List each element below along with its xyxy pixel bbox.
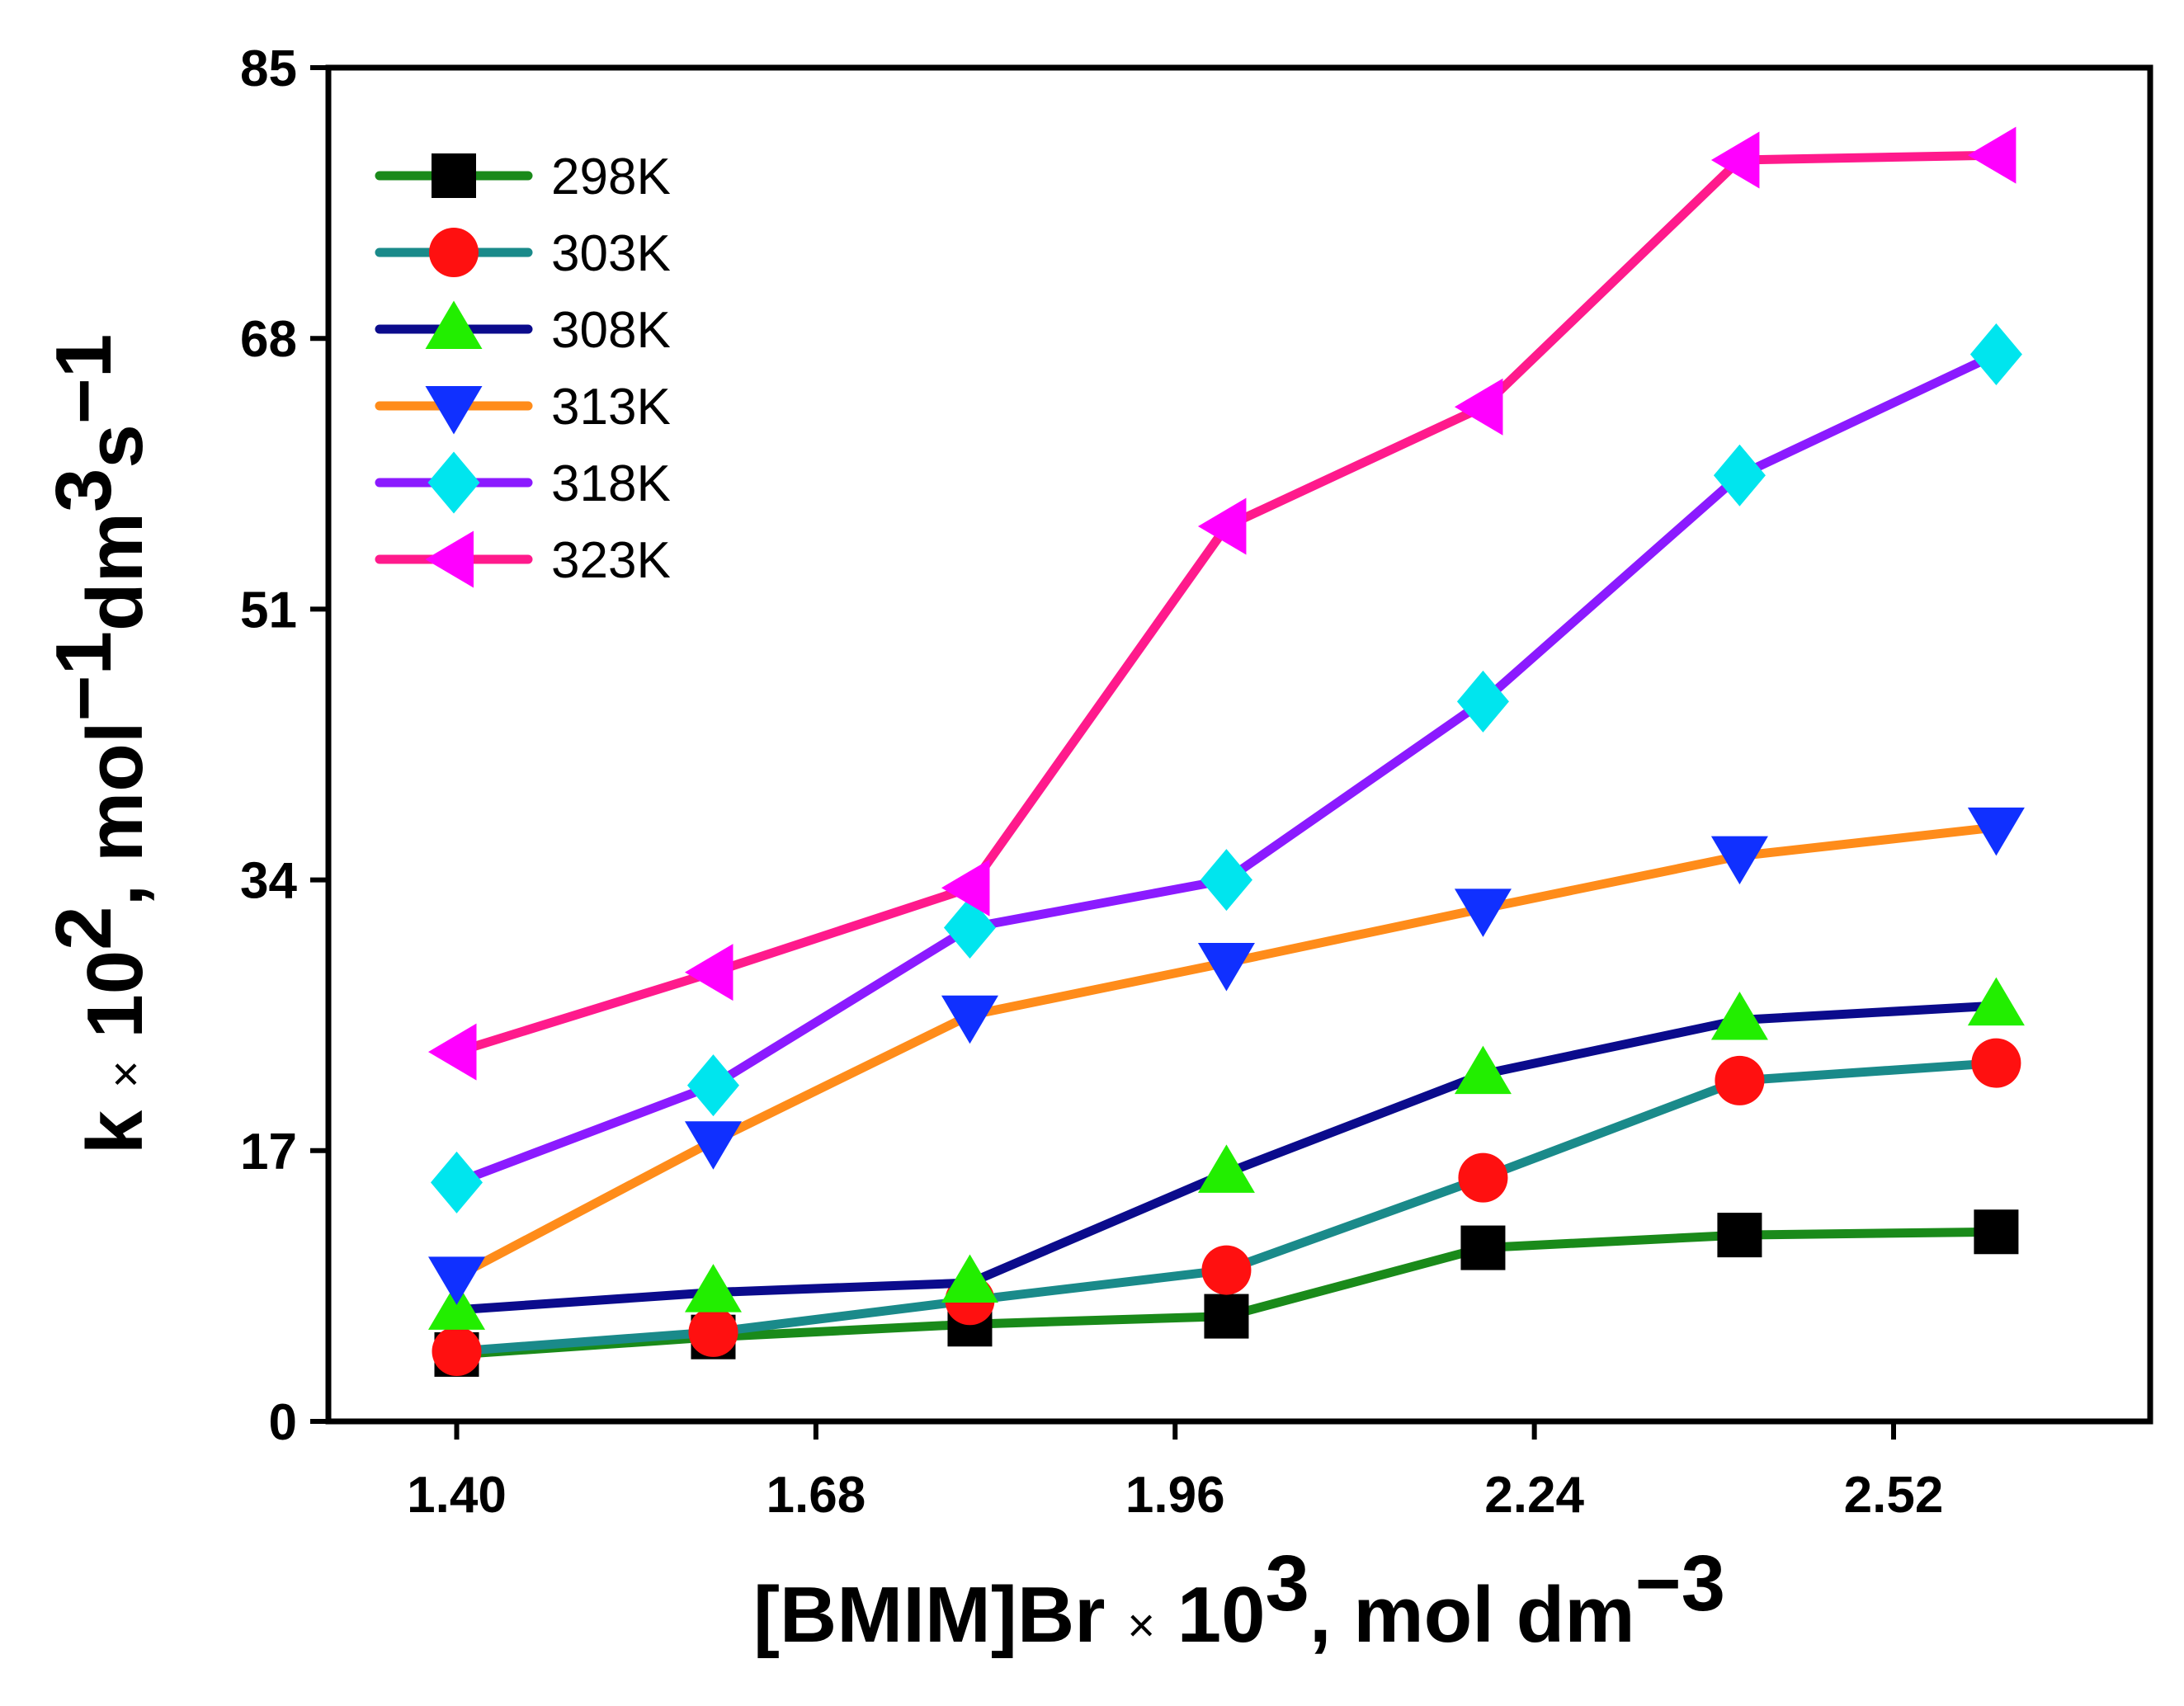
y-axis-title-base: 10 [71, 950, 159, 1060]
data-point [684, 1264, 742, 1312]
data-point [684, 1121, 742, 1170]
data-point [1974, 1209, 2019, 1255]
data-point [1710, 991, 1768, 1040]
data-point [1460, 1225, 1506, 1270]
legend-item: 303K [375, 225, 671, 282]
y-tick-label: 17 [240, 1124, 297, 1181]
data-point [1200, 849, 1252, 912]
y-axis-title-main: k [71, 1088, 159, 1154]
series-308K [427, 977, 2025, 1330]
data-point [1204, 1294, 1249, 1339]
y-tick-label: 34 [240, 853, 297, 910]
data-point [1458, 1152, 1508, 1203]
data-point [1710, 131, 1760, 189]
data-point [430, 1151, 483, 1214]
y-axis-title-mol-exp: −1 [40, 631, 128, 721]
legend-marker [427, 451, 480, 514]
x-axis-title-times: × [1127, 1599, 1155, 1652]
data-point [427, 1256, 485, 1305]
data-point [1967, 126, 2017, 184]
data-point [427, 1023, 477, 1081]
legend-label: 318K [551, 455, 671, 512]
x-tick-label: 1.96 [1125, 1467, 1225, 1524]
legend-item: 308K [375, 300, 671, 359]
data-point [1967, 977, 2025, 1026]
y-axis-title: k × 102, mol−1dm3s−1 [40, 334, 159, 1154]
data-point [1715, 1055, 1765, 1105]
data-point [686, 1054, 739, 1117]
x-tick-label: 2.52 [1844, 1467, 1944, 1524]
y-axis: 0 17 34 51 68 85 [240, 40, 328, 1451]
x-tick-label: 2.24 [1484, 1467, 1584, 1524]
data-point [1454, 1045, 1512, 1095]
data-point [1197, 497, 1247, 555]
y-axis-title-exp: 2 [40, 906, 128, 950]
x-axis-title: [BMIM]Br × 103, mol dm−3 [753, 1539, 1725, 1659]
data-point [684, 944, 734, 1001]
data-point [432, 1327, 482, 1377]
data-point [1456, 670, 1509, 733]
y-axis-title-dm-exp: 3 [40, 469, 128, 512]
legend-item: 313K [375, 379, 671, 436]
data-point [1971, 1038, 2021, 1088]
data-point [1710, 836, 1768, 885]
x-axis-title-main: [BMIM]Br [753, 1571, 1127, 1659]
series-line [451, 150, 2001, 1057]
x-axis-title-exp: 3 [1266, 1539, 1309, 1628]
data-point [427, 1281, 485, 1330]
y-axis-title-s: s [71, 424, 159, 468]
data-point [941, 859, 990, 917]
y-tick-label: 68 [240, 311, 297, 368]
data-point [1454, 378, 1503, 436]
x-tick-label: 1.68 [767, 1467, 866, 1524]
legend-marker [425, 386, 483, 435]
legend-marker [429, 228, 479, 277]
y-axis-title-s-exp: −1 [40, 334, 128, 424]
y-tick-label: 51 [240, 582, 297, 639]
legend-label: 313K [551, 379, 671, 436]
y-axis-title-mol: , mol [71, 721, 159, 906]
data-point [1454, 888, 1512, 937]
legend-label: 303K [551, 225, 671, 282]
legend-item: 298K [375, 148, 671, 205]
x-axis-title-base: 10 [1155, 1571, 1265, 1659]
legend-item: 318K [375, 451, 671, 514]
data-point [1717, 1213, 1762, 1258]
x-axis: 1.40 1.68 1.96 2.24 2.52 [407, 1421, 1943, 1524]
data-point [941, 1254, 998, 1303]
data-point [1197, 1144, 1255, 1193]
legend-label: 308K [551, 302, 671, 359]
legend-item: 323K [375, 530, 671, 589]
y-tick-label: 0 [269, 1394, 297, 1451]
legend-marker [425, 530, 474, 588]
data-point [1201, 1245, 1252, 1295]
series-layer [427, 126, 2025, 1377]
legend: 298K 303K 308K 313K 318K 323K [375, 148, 671, 589]
data-point [1713, 444, 1766, 507]
y-tick-label: 85 [240, 40, 297, 97]
plot-frame [325, 64, 2153, 1425]
series-line [451, 350, 2001, 1187]
x-axis-title-units: , mol dm [1309, 1571, 1635, 1659]
series-313K [427, 807, 2025, 1305]
legend-marker [425, 300, 483, 349]
y-axis-title-dm: dm [71, 512, 159, 631]
data-point [1197, 942, 1255, 992]
data-point [1969, 323, 2022, 386]
legend-label: 298K [551, 148, 671, 205]
x-axis-title-units-exp: −3 [1635, 1539, 1725, 1628]
legend-marker [432, 153, 476, 198]
data-point [688, 1307, 738, 1357]
x-tick-label: 1.40 [407, 1467, 507, 1524]
legend-label: 323K [551, 532, 671, 589]
y-axis-title-times: × [99, 1060, 153, 1088]
series-323K [427, 126, 2017, 1081]
data-point [941, 995, 998, 1044]
data-point [1967, 807, 2025, 856]
